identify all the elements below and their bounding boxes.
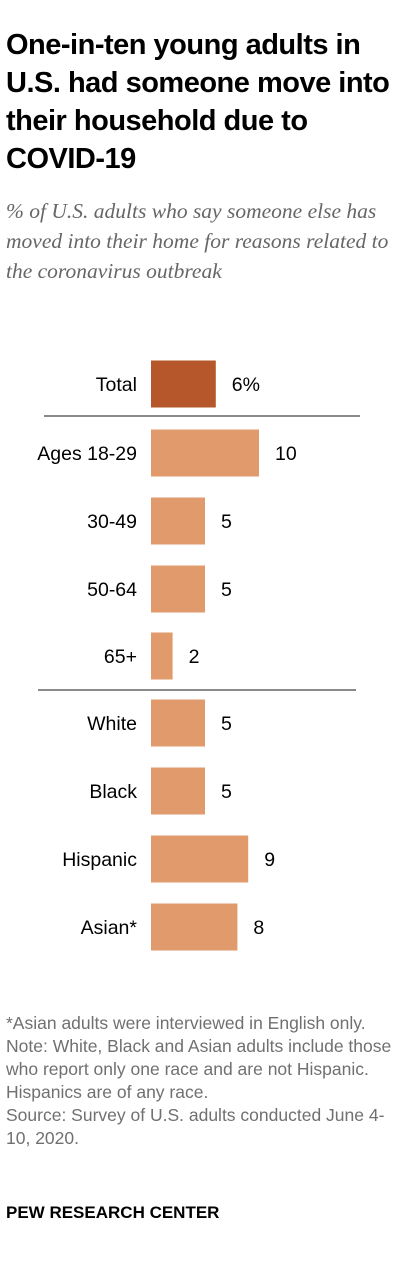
- bar-total: [151, 360, 216, 408]
- category-label-50-64: 50-64: [87, 579, 137, 601]
- category-label-total: Total: [96, 374, 137, 396]
- bar-hispanic: [151, 835, 249, 883]
- category-label-hispanic: Hispanic: [62, 849, 137, 871]
- value-label-hispanic: 9: [264, 849, 275, 871]
- chart-subtitle: % of U.S. adults who say someone else ha…: [6, 199, 389, 283]
- value-label-total: 6%: [232, 374, 260, 396]
- bar-chart: Total 6% Ages 18-29 10 30-49 5 50-64 5 65+ 2 White…: [37, 360, 360, 951]
- category-label-white: White: [87, 713, 137, 735]
- category-label-black: Black: [89, 781, 137, 803]
- category-label-65: 65+: [104, 646, 137, 668]
- footnote-asian: *Asian adults were interviewed in Englis…: [6, 1013, 366, 1033]
- value-label-ages-18-29: 10: [275, 443, 297, 465]
- category-label-30-49: 30-49: [87, 511, 137, 533]
- category-label-asian: Asian*: [81, 917, 138, 939]
- category-label-ages-18-29: Ages 18-29: [37, 443, 137, 465]
- note-race: Note: White, Black and Asian adults incl…: [6, 1036, 392, 1102]
- value-label-50-64: 5: [221, 579, 232, 601]
- source-note: Source: Survey of U.S. adults conducted …: [6, 1105, 385, 1148]
- value-label-asian: 8: [253, 917, 264, 939]
- bar-asian: [151, 903, 238, 951]
- bar-50-64: [151, 565, 205, 613]
- value-label-30-49: 5: [221, 511, 232, 533]
- value-label-black: 5: [221, 781, 232, 803]
- chart-notes: *Asian adults were interviewed in Englis…: [6, 1012, 396, 1150]
- bar-ages-18-29: [151, 429, 259, 477]
- value-label-white: 5: [221, 713, 232, 735]
- bar-white: [151, 699, 205, 747]
- organization-logo: PEW RESEARCH CENTER: [6, 1203, 220, 1222]
- chart-title: One-in-ten young adults in U.S. had some…: [6, 29, 390, 175]
- bar-30-49: [151, 497, 205, 545]
- bar-black: [151, 767, 205, 815]
- bar-65: [151, 632, 173, 680]
- value-label-65: 2: [189, 646, 200, 668]
